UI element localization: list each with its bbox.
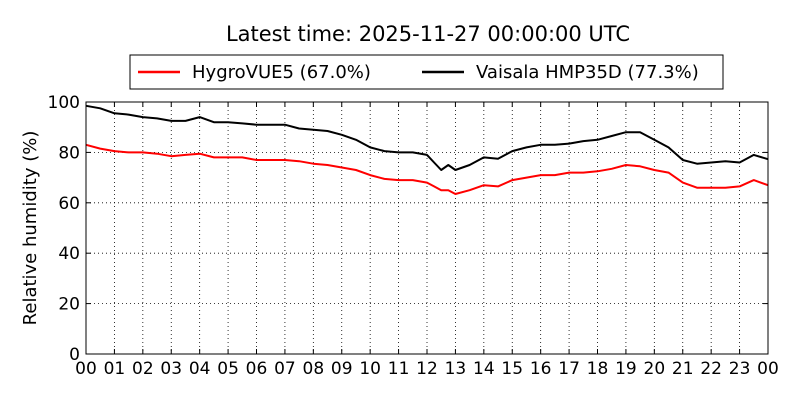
x-tick-label: 23	[729, 359, 751, 379]
x-tick-label: 13	[445, 359, 467, 379]
x-tick-label: 17	[558, 359, 580, 379]
x-tick-label: 02	[132, 359, 154, 379]
x-tick-label: 00	[75, 359, 97, 379]
x-tick-label: 10	[359, 359, 381, 379]
x-tick-label: 06	[246, 359, 268, 379]
x-tick-label: 19	[615, 359, 637, 379]
x-tick-label: 08	[303, 359, 325, 379]
x-tick-label: 00	[757, 359, 779, 379]
y-tick-label: 0	[69, 345, 80, 365]
y-tick-label: 40	[58, 244, 80, 264]
x-tick-label: 01	[104, 359, 126, 379]
legend: HygroVUE5 (67.0%) Vaisala HMP35D (77.3%)	[129, 54, 724, 90]
y-tick-label: 80	[58, 143, 80, 163]
x-tick-label: 14	[473, 359, 495, 379]
axis-ticks: 00 01 02 03 04 05 06 07 08 09 10 11 12 13 14 15 16 17 18 19…	[48, 93, 779, 379]
x-tick-label: 04	[189, 359, 211, 379]
x-tick-label: 03	[160, 359, 182, 379]
x-tick-label: 16	[530, 359, 552, 379]
x-tick-label: 05	[217, 359, 239, 379]
series-line-1	[85, 104, 769, 171]
x-tick-label: 12	[416, 359, 438, 379]
x-tick-label: 09	[331, 359, 353, 379]
series-lines	[85, 104, 769, 195]
legend-label-0: HygroVUE5 (67.0%)	[192, 62, 371, 83]
y-axis-label: Relative humidity (%)	[20, 131, 41, 326]
y-tick-label: 100	[48, 93, 80, 113]
x-tick-label: 20	[644, 359, 666, 379]
grid-lines	[86, 102, 768, 354]
chart-title: Latest time: 2025-11-27 00:00:00 UTC	[226, 22, 630, 46]
x-tick-label: 18	[587, 359, 609, 379]
y-tick-label: 60	[58, 194, 80, 214]
plot-area	[85, 101, 769, 355]
x-tick-label: 07	[274, 359, 296, 379]
x-tick-label: 21	[672, 359, 694, 379]
x-tick-label: 11	[388, 359, 410, 379]
x-tick-label: 15	[501, 359, 523, 379]
x-tick-label: 22	[700, 359, 722, 379]
y-tick-label: 20	[58, 295, 80, 315]
series-line-0	[85, 143, 769, 195]
legend-label-1: Vaisala HMP35D (77.3%)	[476, 62, 699, 83]
